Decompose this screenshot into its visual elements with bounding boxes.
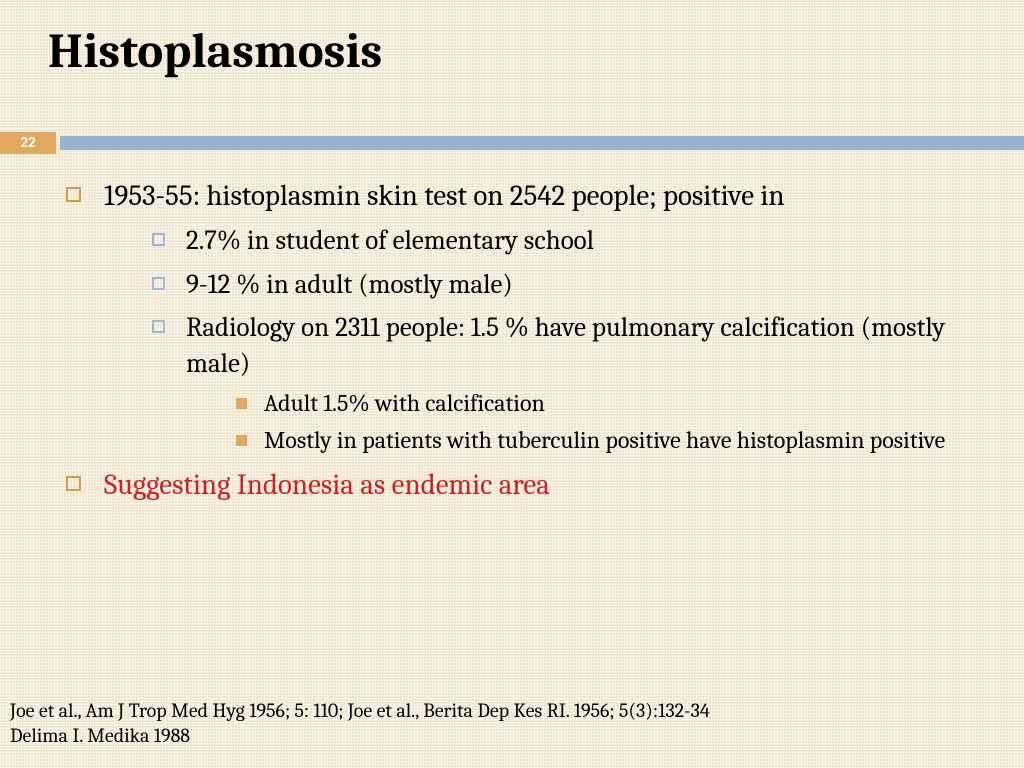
list-item: 1953-55: histoplasmin skin test on 2542 … xyxy=(62,178,984,457)
list-item-text: Radiology on 2311 people: 1.5 % have pul… xyxy=(186,312,945,379)
list-item: Suggesting Indonesia as endemic area xyxy=(62,467,984,504)
page-number: 22 xyxy=(20,134,35,152)
list-item-text: 9-12 % in adult (mostly male) xyxy=(186,269,513,300)
footer-citation: Joe et al., Am J Trop Med Hyg 1956; 5: 1… xyxy=(10,698,710,748)
list-item: Adult 1.5% with calcification xyxy=(230,388,984,420)
list-item-text: Mostly in patients with tuberculin posit… xyxy=(264,426,945,454)
footer-line: Joe et al., Am J Trop Med Hyg 1956; 5: 1… xyxy=(10,698,710,723)
list-item-text: 1953-55: histoplasmin skin test on 2542 … xyxy=(104,180,785,213)
list-item-text: Adult 1.5% with calcification xyxy=(264,389,545,417)
content-area: 1953-55: histoplasmin skin test on 2542 … xyxy=(62,178,984,514)
title-rule xyxy=(60,136,1024,150)
list-item: 9-12 % in adult (mostly male) xyxy=(146,267,984,303)
footer-line: Delima I. Medika 1988 xyxy=(10,723,710,748)
list-item: Mostly in patients with tuberculin posit… xyxy=(230,425,984,457)
page-number-badge: 22 xyxy=(0,132,56,154)
bullet-list-lvl1: 1953-55: histoplasmin skin test on 2542 … xyxy=(62,178,984,504)
page-title: Histoplasmosis xyxy=(48,24,382,80)
slide: Histoplasmosis 22 1953-55: histoplasmin … xyxy=(0,0,1024,768)
bullet-list-lvl2: 2.7% in student of elementary school 9-1… xyxy=(104,223,984,457)
list-item: 2.7% in student of elementary school xyxy=(146,223,984,259)
list-item-text: 2.7% in student of elementary school xyxy=(186,225,594,256)
list-item-text: Suggesting Indonesia as endemic area xyxy=(104,469,550,502)
list-item: Radiology on 2311 people: 1.5 % have pul… xyxy=(146,310,984,457)
bullet-list-lvl3: Adult 1.5% with calcification Mostly in … xyxy=(186,388,984,457)
